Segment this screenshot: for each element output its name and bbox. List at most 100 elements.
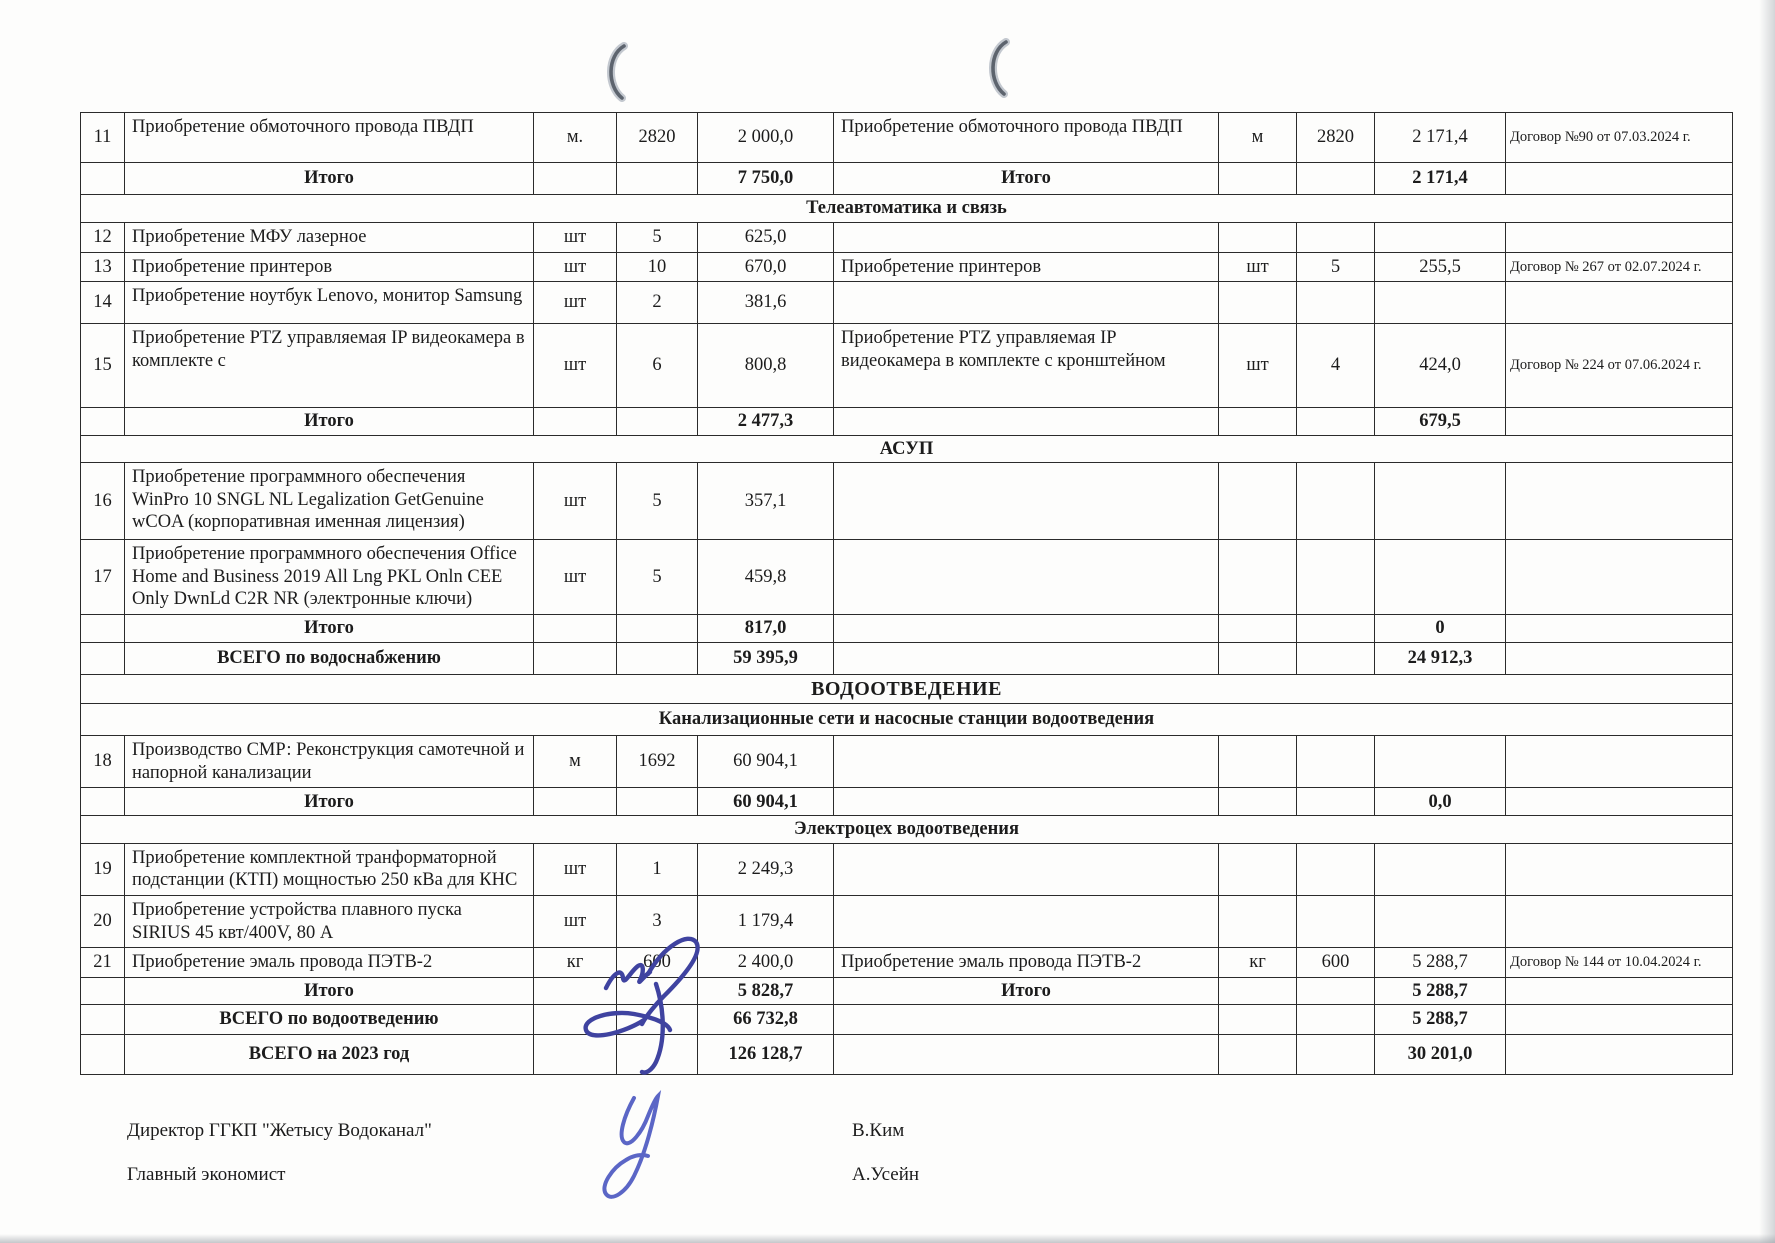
cell-contract <box>1505 281 1733 325</box>
cell-desc2 <box>833 842 1219 897</box>
cell-qty2: 4 <box>1296 323 1375 409</box>
cell-contract: Договор №90 от 07.03.2024 г. <box>1505 112 1733 163</box>
cell-label: Итого <box>124 787 534 817</box>
cell-qty <box>616 614 698 643</box>
cell-unit2 <box>1218 1004 1297 1036</box>
cell-qty2: 2820 <box>1296 112 1375 163</box>
cell-contract <box>1505 539 1733 616</box>
cell-qty2 <box>1296 1034 1375 1076</box>
summary-row: ВСЕГО на 2023 год 126 128,7 30 201,0 <box>80 1034 1733 1076</box>
cell-num: 17 <box>80 539 125 616</box>
cell-unit: шт <box>533 222 617 253</box>
cell-desc2 <box>833 281 1219 325</box>
cell-label: Итого <box>124 614 534 643</box>
cell-qty2 <box>1296 976 1375 1006</box>
cell-unit2 <box>1218 842 1297 897</box>
cell-amount2 <box>1374 281 1506 325</box>
cell-amount: 2 477,3 <box>697 407 834 436</box>
cell-desc2: Приобретение обмоточного провода ПВДП <box>833 112 1219 163</box>
cell-amount2: 2 171,4 <box>1374 112 1506 163</box>
cell-desc: Приобретение программного обеспечения Wi… <box>124 462 534 541</box>
summary-row: ВСЕГО по водоотведению 66 732,8 5 288,7 <box>80 1004 1733 1036</box>
cell-amount2: 30 201,0 <box>1374 1034 1506 1076</box>
cell-amount: 5 828,7 <box>697 976 834 1006</box>
cell-amount2: 255,5 <box>1374 251 1506 283</box>
cell-amount2 <box>1374 735 1506 789</box>
cell-label: ВСЕГО на 2023 год <box>124 1034 534 1076</box>
item-row: 14 Приобретение ноутбук Lenovo, монитор S… <box>80 281 1733 325</box>
cell-unit2 <box>1218 735 1297 789</box>
cell-qty <box>616 787 698 817</box>
signature-ink <box>583 936 700 1199</box>
budget-table-body: 11 Приобретение обмоточного провода ПВДП м… <box>80 112 1733 1076</box>
cell-amount: 800,8 <box>697 323 834 409</box>
cell-amount: 7 750,0 <box>697 162 834 195</box>
cell-amount2: 0,0 <box>1374 787 1506 817</box>
cell-unit2 <box>1218 407 1297 436</box>
cell-amount: 625,0 <box>697 222 834 253</box>
cell-unit2 <box>1218 1034 1297 1076</box>
cell-qty: 10 <box>616 251 698 283</box>
cell-amount: 59 395,9 <box>697 641 834 675</box>
cell-unit2: м <box>1218 112 1297 163</box>
section-row: АСУП <box>80 434 1733 464</box>
economist-name: А.Усейн <box>852 1164 920 1185</box>
cell-num: 18 <box>80 735 125 789</box>
binder-ring-icon <box>980 38 1014 98</box>
cell-amount: 66 732,8 <box>697 1004 834 1036</box>
cell-amount2: 0 <box>1374 614 1506 643</box>
cell-unit2 <box>1218 281 1297 325</box>
cell-unit2 <box>1218 787 1297 817</box>
summary-row: Итого 7 750,0 Итого 2 171,4 <box>80 162 1733 195</box>
cell-unit: шт <box>533 895 617 949</box>
cell-unit2 <box>1218 222 1297 253</box>
cell-desc: Приобретение комплектной транформаторной… <box>124 842 534 897</box>
cell-qty2 <box>1296 222 1375 253</box>
cell-amount: 670,0 <box>697 251 834 283</box>
cell-amount: 357,1 <box>697 462 834 541</box>
cell-amount: 60 904,1 <box>697 787 834 817</box>
cell-label2: Итого <box>833 976 1219 1006</box>
cell-qty: 2 <box>616 281 698 325</box>
item-row: 20 Приобретение устройства плавного пуска… <box>80 895 1733 949</box>
cell-label2 <box>833 1004 1219 1036</box>
cell-contract <box>1505 735 1733 789</box>
cell-qty2 <box>1296 162 1375 195</box>
cell-num <box>80 1034 125 1076</box>
cell-amount2 <box>1374 539 1506 616</box>
cell-unit <box>533 641 617 675</box>
cell-unit2: шт <box>1218 251 1297 283</box>
economist-title: Главный экономист <box>127 1164 286 1185</box>
section-row: Электроцех водоотведения <box>80 815 1733 844</box>
cell-unit: м <box>533 735 617 789</box>
cell-label: ВСЕГО по водоотведению <box>124 1004 534 1036</box>
cell-label2: Итого <box>833 162 1219 195</box>
cell-contract <box>1505 1034 1733 1076</box>
summary-row: ВСЕГО по водоснабжению 59 395,9 24 912,3 <box>80 641 1733 675</box>
cell-num <box>80 976 125 1006</box>
cell-amount2 <box>1374 222 1506 253</box>
cell-qty2 <box>1296 614 1375 643</box>
cell-amount2 <box>1374 462 1506 541</box>
cell-unit: кг <box>533 947 617 978</box>
cell-qty2 <box>1296 641 1375 675</box>
item-row: 18 Производство СМР: Реконструкция самоте… <box>80 735 1733 789</box>
cell-amount: 459,8 <box>697 539 834 616</box>
cell-contract: Договор № 267 от 02.07.2024 г. <box>1505 251 1733 283</box>
cell-amount2: 2 171,4 <box>1374 162 1506 195</box>
cell-qty2: 5 <box>1296 251 1375 283</box>
cell-label2 <box>833 407 1219 436</box>
cell-amount2 <box>1374 842 1506 897</box>
section-row: ВОДООТВЕДЕНИЕ <box>80 673 1733 705</box>
cell-amount2: 24 912,3 <box>1374 641 1506 675</box>
cell-qty: 6 <box>616 323 698 409</box>
cell-qty: 5 <box>616 462 698 541</box>
section-row: Телеавтоматика и связь <box>80 194 1733 223</box>
cell-unit2 <box>1218 641 1297 675</box>
cell-num: 19 <box>80 842 125 897</box>
budget-table: 11 Приобретение обмоточного провода ПВДП м… <box>80 112 1733 1076</box>
cell-amount: 817,0 <box>697 614 834 643</box>
cell-qty2 <box>1296 539 1375 616</box>
cell-amount2: 679,5 <box>1374 407 1506 436</box>
